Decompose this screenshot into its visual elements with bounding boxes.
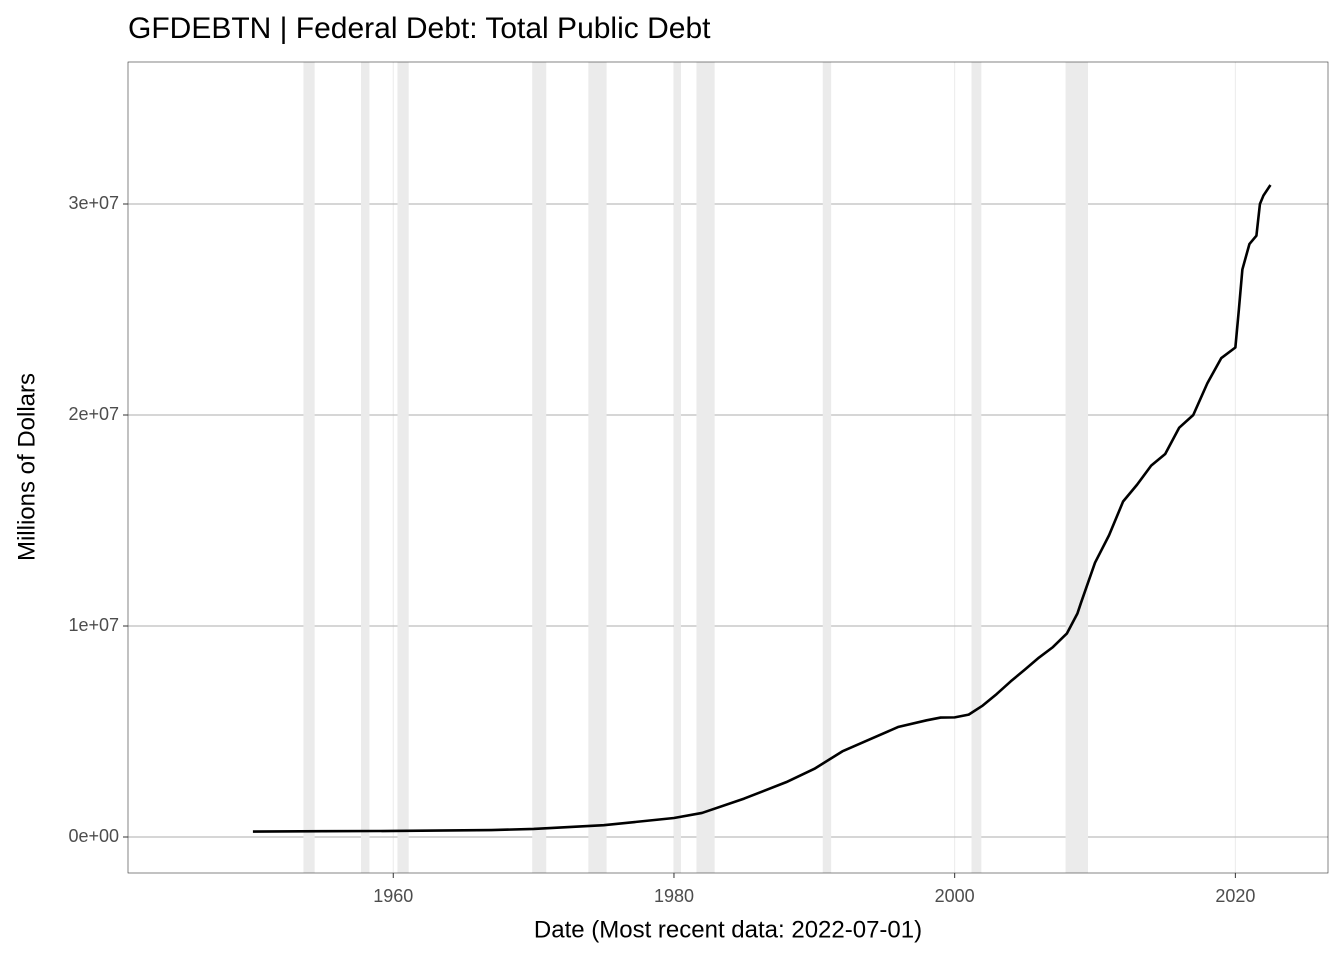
y-tick-label: 3e+07 <box>68 193 119 213</box>
recession-band <box>303 62 315 873</box>
recession-band <box>1065 62 1088 873</box>
x-tick-label: 2020 <box>1215 886 1255 906</box>
recession-band <box>397 62 409 873</box>
recession-band <box>971 62 982 873</box>
panel-border <box>127 61 1329 874</box>
recession-band <box>696 62 715 873</box>
recession-band <box>588 62 607 873</box>
recession-band <box>673 62 681 873</box>
x-tick-label: 2000 <box>935 886 975 906</box>
y-tick-label: 1e+07 <box>68 615 119 635</box>
y-tick-label: 2e+07 <box>68 404 119 424</box>
x-tick-label: 1960 <box>373 886 413 906</box>
x-axis-title: Date (Most recent data: 2022-07-01) <box>534 916 922 943</box>
x-tick-label: 1980 <box>654 886 694 906</box>
recession-band <box>360 62 370 873</box>
y-tick-label: 0e+00 <box>68 826 119 846</box>
y-axis-title: Millions of Dollars <box>13 373 40 561</box>
data-line <box>252 184 1272 833</box>
recession-band <box>822 62 832 873</box>
recession-band <box>532 62 547 873</box>
chart-title: GFDEBTN | Federal Debt: Total Public Deb… <box>128 12 711 45</box>
